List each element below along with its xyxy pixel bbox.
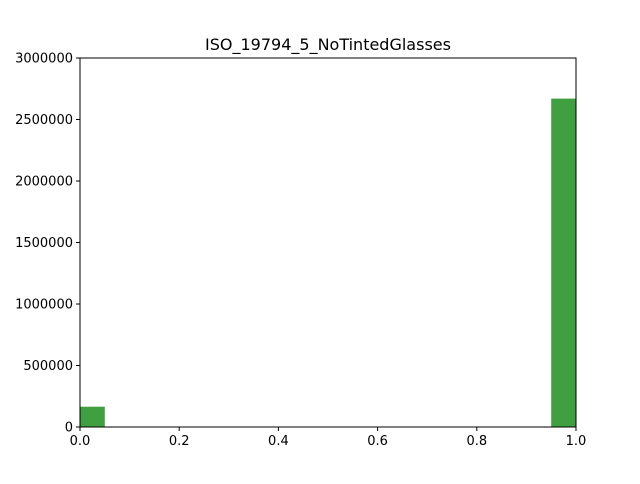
x-tick-label: 0.8: [466, 434, 487, 449]
y-tick-label: 2500000: [15, 113, 73, 128]
plot-frame: [79, 57, 577, 428]
y-tick-label: 3000000: [15, 52, 73, 67]
axes-layer: 0.0 0.2 0.4 0.6 0.8 1.0 0 500000 1000000 1500000 2…: [15, 52, 586, 450]
x-tick-label: 0.4: [268, 434, 289, 449]
bars-layer: [80, 98, 576, 427]
histogram-bar: [551, 98, 576, 427]
x-tick-label: 0.0: [70, 434, 91, 449]
x-tick-label: 0.6: [367, 434, 388, 449]
x-tick-label: 1.0: [566, 434, 587, 449]
y-tick-label: 500000: [23, 359, 73, 374]
histogram-bar: [80, 406, 105, 427]
y-tick-label: 1000000: [15, 298, 73, 313]
x-tick-label: 0.2: [169, 434, 190, 449]
chart-title: ISO_19794_5_NoTintedGlasses: [205, 35, 451, 55]
y-tick-label: 2000000: [15, 175, 73, 190]
y-tick-label: 0: [65, 421, 73, 436]
y-tick-label: 1500000: [15, 236, 73, 251]
